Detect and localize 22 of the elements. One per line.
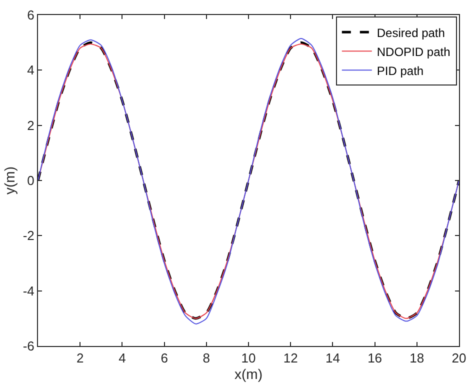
x-tick-label: 8	[202, 350, 210, 366]
x-tick-label: 2	[76, 350, 84, 366]
legend-label: Desired path	[376, 26, 445, 40]
y-tick-label: -2	[22, 228, 34, 244]
x-tick-label: 14	[325, 350, 340, 366]
y-tick-label: 0	[27, 173, 34, 188]
y-tick-label: -6	[22, 338, 34, 354]
y-tick-label: 2	[27, 118, 34, 133]
x-tick-label: 12	[283, 350, 298, 366]
y-tick-label: 6	[27, 8, 34, 23]
legend-label: PID path	[376, 64, 424, 78]
x-tick-label: 20	[452, 350, 466, 366]
x-tick-label: 10	[241, 350, 256, 366]
x-axis-title: x(m)	[234, 366, 262, 382]
legend-label: NDOPID path	[376, 44, 450, 59]
y-axis-title: y(m)	[1, 166, 18, 194]
x-tick-label: 16	[368, 350, 382, 366]
x-tick-label: 4	[118, 350, 126, 366]
x-tick-label: 18	[410, 350, 424, 366]
y-tick-label: -4	[22, 283, 34, 298]
x-tick-label: 6	[160, 350, 168, 366]
y-tick-label: 4	[27, 62, 34, 78]
